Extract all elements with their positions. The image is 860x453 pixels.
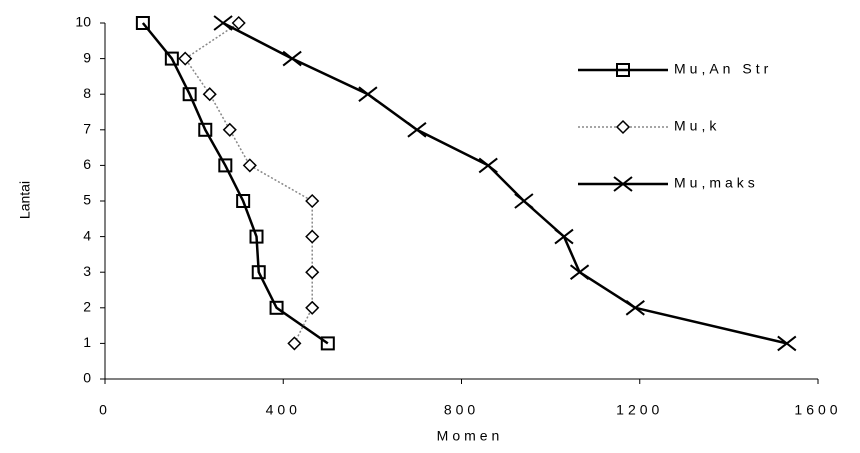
marker-x [514, 193, 534, 209]
marker-x [213, 15, 233, 31]
marker-x [625, 300, 645, 316]
marker-diamond [242, 158, 257, 173]
marker-square [616, 63, 630, 77]
marker-diamond [305, 229, 320, 244]
marker-diamond [287, 336, 302, 351]
x-tick-label: 800 [444, 402, 479, 418]
x-axis-label: Momen [437, 428, 504, 444]
marker-square [269, 300, 284, 315]
marker-x [569, 264, 590, 280]
y-tick-label: 3 [83, 263, 91, 279]
y-tick-label: 4 [83, 227, 91, 243]
y-tick-label: 7 [83, 121, 91, 137]
marker-diamond [178, 51, 193, 66]
marker-x [358, 86, 378, 102]
marker-square [182, 87, 197, 102]
x-tick-label: 1600 [794, 402, 841, 418]
y-tick-label: 8 [83, 85, 91, 101]
marker-square [164, 51, 179, 66]
x-tick-label: 400 [266, 402, 301, 418]
marker-diamond [305, 300, 320, 315]
y-tick-label: 0 [83, 370, 91, 386]
legend-label: Mu,An Str [674, 61, 772, 77]
marker-square [320, 336, 335, 351]
y-axis-label: Lantai [17, 181, 33, 219]
x-tick-label: 1200 [616, 402, 663, 418]
marker-diamond [231, 15, 246, 31]
marker-diamond [305, 193, 320, 209]
y-tick-label: 6 [83, 156, 91, 172]
marker-x [282, 50, 302, 67]
marker-square [218, 158, 233, 173]
series-line [184, 22, 313, 344]
marker-x [554, 228, 574, 245]
marker-x [478, 157, 498, 174]
marker-diamond [222, 122, 237, 137]
y-tick-label: 9 [83, 49, 91, 65]
marker-x [777, 335, 797, 352]
legend-label: Mu,k [674, 118, 720, 134]
series-line [141, 22, 329, 345]
marker-diamond [305, 265, 320, 280]
legend-label: Mu,maks [674, 175, 759, 191]
marker-square [198, 122, 213, 137]
series-line [222, 21, 788, 345]
marker-square [236, 194, 251, 208]
marker-x [613, 176, 633, 192]
y-tick-label: 1 [83, 334, 91, 350]
marker-square [135, 16, 150, 30]
marker-diamond [615, 119, 631, 135]
marker-x [407, 122, 427, 138]
y-tick-label: 10 [75, 14, 91, 30]
x-tick-label: 0 [99, 402, 111, 418]
marker-square [249, 229, 264, 244]
marker-square [251, 265, 266, 280]
y-tick-label: 5 [83, 192, 91, 208]
marker-diamond [202, 87, 217, 102]
y-tick-label: 2 [83, 299, 91, 315]
